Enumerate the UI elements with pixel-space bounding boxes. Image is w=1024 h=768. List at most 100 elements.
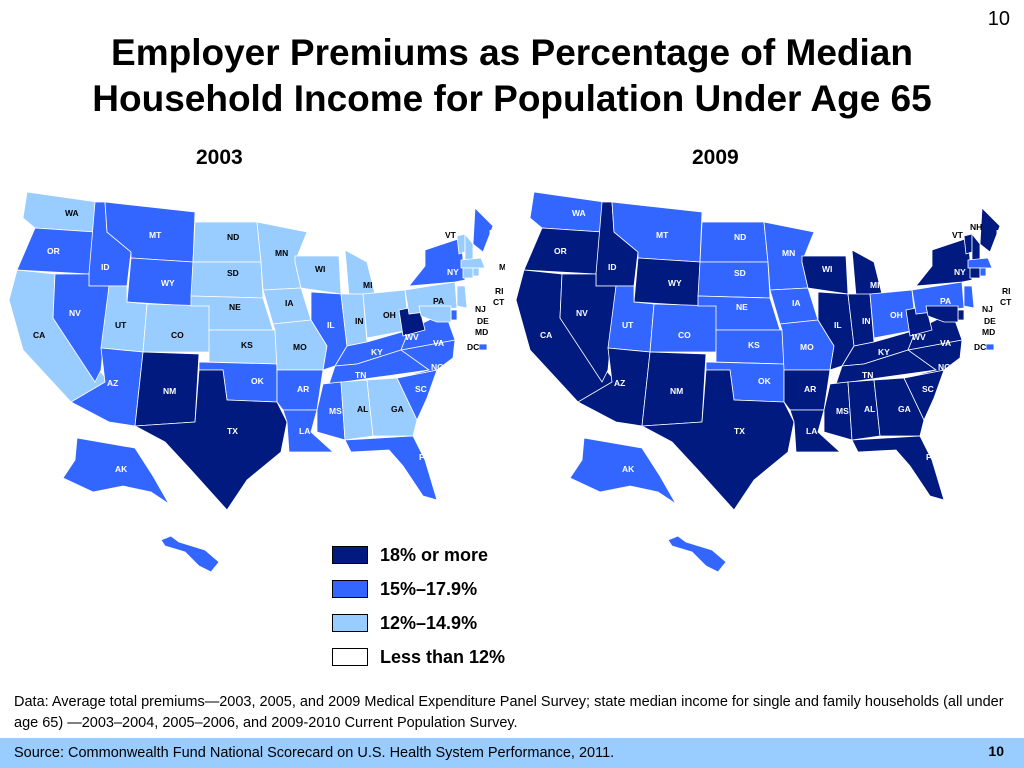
state-co	[142, 303, 212, 353]
state-nj	[456, 285, 468, 309]
state-hi	[160, 535, 220, 573]
state-label-fl: FL	[926, 452, 936, 462]
state-label-ky: KY	[371, 347, 383, 357]
state-label-ak: AK	[622, 464, 635, 474]
state-wy	[633, 257, 701, 307]
year-label-2009: 2009	[692, 146, 739, 169]
state-ct	[462, 267, 474, 279]
state-label-md: MD	[475, 327, 488, 337]
state-label-sc: SC	[415, 384, 427, 394]
state-label-pa: PA	[940, 296, 951, 306]
state-label-ky: KY	[878, 347, 890, 357]
footer-page-number: 10	[988, 743, 1004, 759]
state-label-ga: GA	[898, 404, 911, 414]
state-ri	[472, 267, 480, 277]
state-wa	[529, 191, 605, 233]
state-label-wi: WI	[822, 264, 832, 274]
state-label-tx: TX	[227, 426, 238, 436]
map-2003: WA OR CA ID NV MT WY UT AZ CO NM ND SD NE KS OK TX MN IA MO…	[5, 170, 512, 590]
legend-label: 12%–14.9%	[380, 612, 478, 633]
state-label-az: AZ	[614, 378, 625, 388]
state-label-wa: WA	[572, 208, 586, 218]
legend-label: Less than 12%	[380, 646, 506, 667]
state-label-ms: MS	[329, 406, 342, 416]
state-label-ri: RI	[495, 286, 504, 296]
state-label-wa: WA	[65, 208, 79, 218]
state-ga	[366, 377, 418, 437]
state-nh	[971, 232, 981, 261]
state-wi	[294, 255, 342, 295]
state-label-nv: NV	[69, 308, 81, 318]
state-label-or: OR	[47, 246, 60, 256]
state-label-mn: MN	[782, 248, 795, 258]
choropleth-svg: WA OR CA ID NV MT WY UT AZ CO NM ND SD NE KS OK TX MN IA MO…	[515, 191, 1019, 573]
state-label-mo: MO	[293, 342, 307, 352]
state-ak	[62, 437, 170, 505]
state-label-pa: PA	[433, 296, 444, 306]
state-label-or: OR	[554, 246, 567, 256]
map-2009: WA OR CA ID NV MT WY UT AZ CO NM ND SD NE KS OK TX MN IA MO…	[512, 170, 1019, 590]
state-label-ny: NY	[954, 267, 966, 277]
state-nh	[464, 232, 474, 261]
state-label-wy: WY	[161, 278, 175, 288]
state-label-mi: MI	[870, 280, 879, 290]
state-wa	[22, 191, 98, 233]
state-label-ar: AR	[297, 384, 309, 394]
state-label-tx: TX	[734, 426, 745, 436]
state-label-ms: MS	[836, 406, 849, 416]
state-me	[472, 207, 494, 253]
data-note: Data: Average total premiums—2003, 2005,…	[14, 694, 1004, 731]
state-label-ca: CA	[33, 330, 45, 340]
state-ri	[979, 267, 987, 277]
source-citation: Source: Commonwealth Fund National Score…	[14, 745, 615, 761]
state-label-nh: NH	[970, 222, 982, 232]
state-label-wv: WV	[405, 332, 419, 342]
state-ny	[915, 237, 973, 287]
state-label-mo: MO	[800, 342, 814, 352]
state-nd	[192, 221, 262, 263]
legend-swatch	[332, 546, 368, 564]
state-label-sd: SD	[227, 268, 239, 278]
state-ak	[569, 437, 677, 505]
state-label-md: MD	[982, 327, 995, 337]
state-label-tn: TN	[862, 370, 873, 380]
title-line-1: Employer Premiums as Percentage of Media…	[111, 32, 913, 73]
state-label-ut: UT	[622, 320, 634, 330]
state-de	[450, 309, 458, 321]
state-dc	[985, 343, 995, 351]
state-label-wi: WI	[315, 264, 325, 274]
state-label-tn: TN	[355, 370, 366, 380]
state-label-nd: ND	[734, 232, 746, 242]
state-label-mt: MT	[149, 230, 162, 240]
state-label-hi: HI	[718, 532, 727, 542]
state-label-ma: MA	[1006, 262, 1012, 272]
state-label-nd: ND	[227, 232, 239, 242]
state-label-ct: CT	[493, 297, 505, 307]
state-label-al: AL	[357, 404, 368, 414]
state-label-ks: KS	[748, 340, 760, 350]
state-label-me: ME	[489, 228, 502, 238]
state-label-nc: NC	[431, 362, 443, 372]
state-me	[979, 207, 1001, 253]
state-label-ne: NE	[229, 302, 241, 312]
state-md	[925, 305, 959, 323]
state-label-ok: OK	[251, 376, 265, 386]
state-label-va: VA	[433, 338, 444, 348]
legend-item: Less than 12%	[332, 640, 505, 674]
state-label-me: ME	[996, 228, 1009, 238]
state-label-il: IL	[327, 320, 335, 330]
state-label-oh: OH	[383, 310, 396, 320]
state-label-nv: NV	[576, 308, 588, 318]
state-tx	[133, 369, 288, 511]
state-label-ct: CT	[1000, 297, 1012, 307]
state-label-ks: KS	[241, 340, 253, 350]
legend-swatch	[332, 580, 368, 598]
state-md	[418, 305, 452, 323]
state-nj	[963, 285, 975, 309]
state-label-nj: NJ	[475, 304, 486, 314]
state-label-oh: OH	[890, 310, 903, 320]
state-label-ut: UT	[115, 320, 127, 330]
state-label-nm: NM	[163, 386, 176, 396]
state-label-wv: WV	[912, 332, 926, 342]
state-label-nc: NC	[938, 362, 950, 372]
